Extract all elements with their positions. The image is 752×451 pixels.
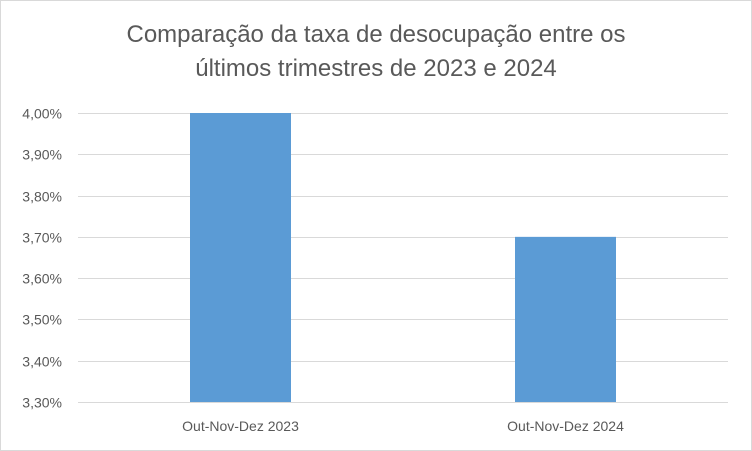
y-tick-label: 3,50% bbox=[22, 312, 62, 328]
gridlines bbox=[78, 113, 728, 403]
x-category-label: Out-Nov-Dez 2024 bbox=[507, 418, 624, 434]
y-tick-label: 3,90% bbox=[22, 147, 62, 163]
x-category-label: Out-Nov-Dez 2023 bbox=[182, 418, 299, 434]
chart-title: Comparação da taxa de desocupação entre … bbox=[0, 18, 752, 86]
y-tick-label: 3,60% bbox=[22, 271, 62, 287]
chart-title-line-2: últimos trimestres de 2023 e 2024 bbox=[195, 55, 557, 82]
bar bbox=[515, 236, 616, 402]
bar bbox=[190, 113, 291, 402]
y-tick-label: 4,00% bbox=[22, 106, 62, 122]
y-tick-label: 3,40% bbox=[22, 354, 62, 370]
y-tick-label: 3,30% bbox=[22, 395, 62, 411]
bars bbox=[190, 113, 616, 402]
x-axis-category-labels: Out-Nov-Dez 2023 Out-Nov-Dez 2024 bbox=[182, 418, 624, 434]
y-axis-tick-labels: 3,30% 3,40% 3,50% 3,60% 3,70% 3,80% 3,90% 4,00% bbox=[22, 106, 62, 411]
y-tick-label: 3,70% bbox=[22, 230, 62, 246]
y-tick-label: 3,80% bbox=[22, 189, 62, 205]
chart-title-line-1: Comparação da taxa de desocupação entre … bbox=[126, 21, 626, 48]
